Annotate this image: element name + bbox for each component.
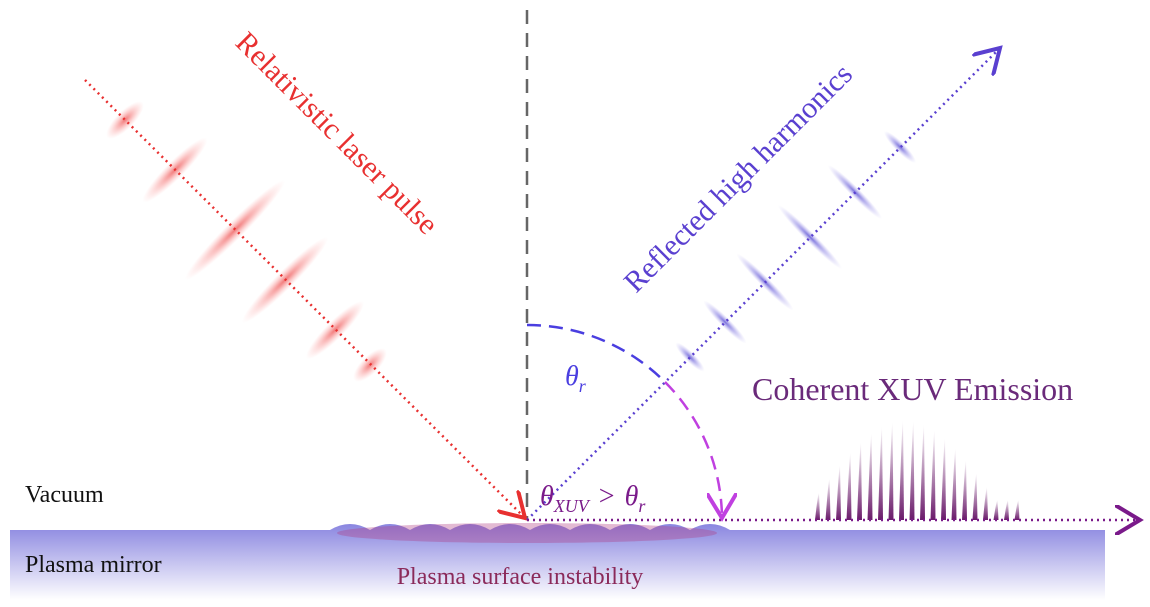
xuv-pulse: [815, 492, 820, 520]
xuv-pulse: [941, 438, 946, 520]
instability-label: Plasma surface instability: [397, 564, 644, 590]
xuv-pulse: [888, 421, 894, 520]
xuv-pulse: [867, 432, 873, 520]
xuv-pulse: [920, 424, 925, 520]
harmonic-wavefront: [675, 342, 705, 372]
harmonic-wavefront: [703, 300, 747, 344]
emission-label: Coherent XUV Emission: [752, 371, 1073, 407]
xuv-pulse: [878, 426, 883, 520]
xuv-pulse: [993, 500, 999, 520]
incident-ray: [84, 79, 525, 518]
reflected-label: Reflected high harmonics: [618, 58, 859, 299]
theta-xuv: θXUV > θr: [540, 481, 646, 516]
mirror-label: Plasma mirror: [25, 552, 162, 578]
xuv-pulse: [857, 441, 862, 520]
xuv-pulse: [983, 487, 988, 520]
xuv-pulse: [825, 478, 831, 520]
instability-glow: [337, 523, 717, 543]
xuv-pulse: [930, 430, 936, 520]
harmonic-wavefront: [884, 131, 916, 163]
symbol: θ: [625, 481, 639, 512]
xuv-pulse: [962, 460, 967, 520]
relation: >: [599, 481, 615, 512]
subscript: r: [579, 376, 587, 396]
subscript: XUV: [553, 496, 591, 516]
pulses: [106, 101, 1020, 520]
laser-wavefront: [106, 101, 144, 139]
harmonic-wavefront: [777, 204, 843, 270]
xuv-pulse: [899, 420, 904, 520]
laser-wavefront: [185, 180, 285, 280]
theta-xuv-arc: [664, 381, 722, 518]
symbol: θ: [565, 361, 579, 392]
xuv-pulse: [1014, 500, 1020, 520]
symbol: θ: [540, 481, 554, 512]
theta-r: θr: [565, 361, 587, 396]
xuv-pulse: [909, 420, 915, 520]
xuv-pulse: [846, 452, 852, 520]
theta-r-arc: [526, 323, 666, 383]
plasma-slab: [10, 524, 1105, 600]
xuv-pulse: [972, 473, 978, 520]
laser-wavefront: [306, 301, 364, 359]
subscript: r: [638, 496, 646, 516]
xuv-pulse: [836, 465, 841, 520]
vacuum-label: Vacuum: [25, 482, 104, 508]
xuv-pulse: [1004, 500, 1009, 520]
xuv-pulse: [951, 448, 957, 520]
